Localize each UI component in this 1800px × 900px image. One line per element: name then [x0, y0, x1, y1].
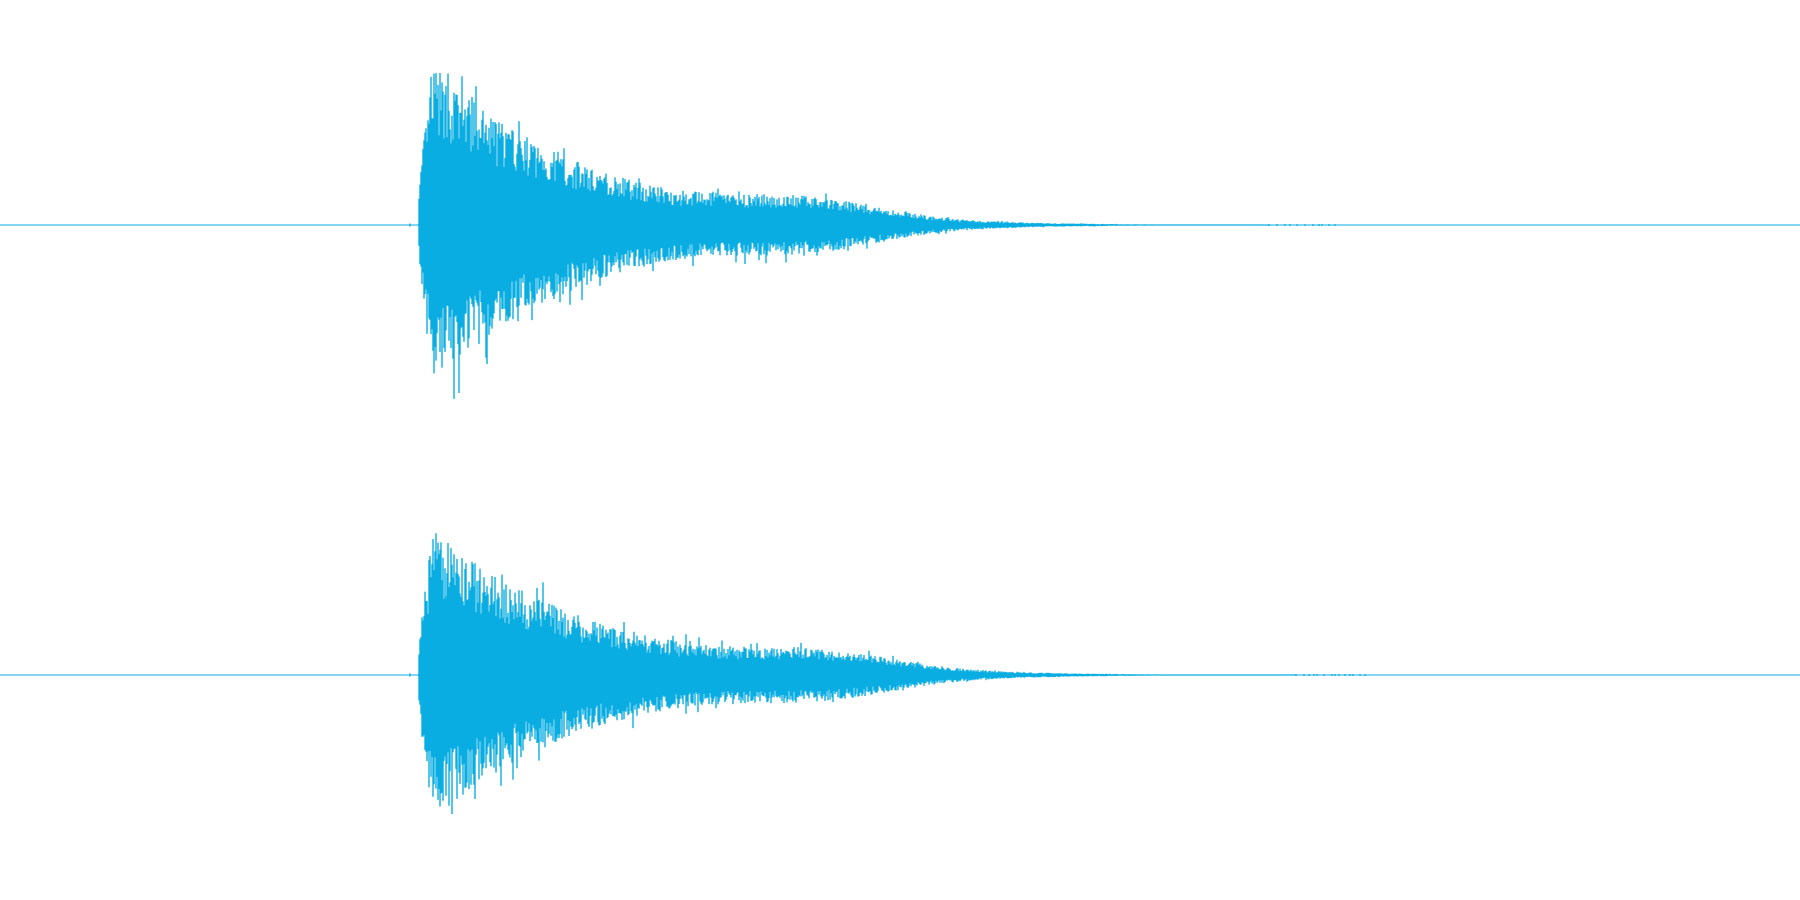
waveform-tail: [1295, 674, 1366, 676]
waveform-channel-right: [0, 533, 1800, 815]
waveform-samples: [409, 73, 1270, 399]
waveform-samples: [409, 533, 1297, 815]
waveform-tail: [1268, 224, 1336, 226]
waveform-channel-left: [0, 73, 1800, 399]
